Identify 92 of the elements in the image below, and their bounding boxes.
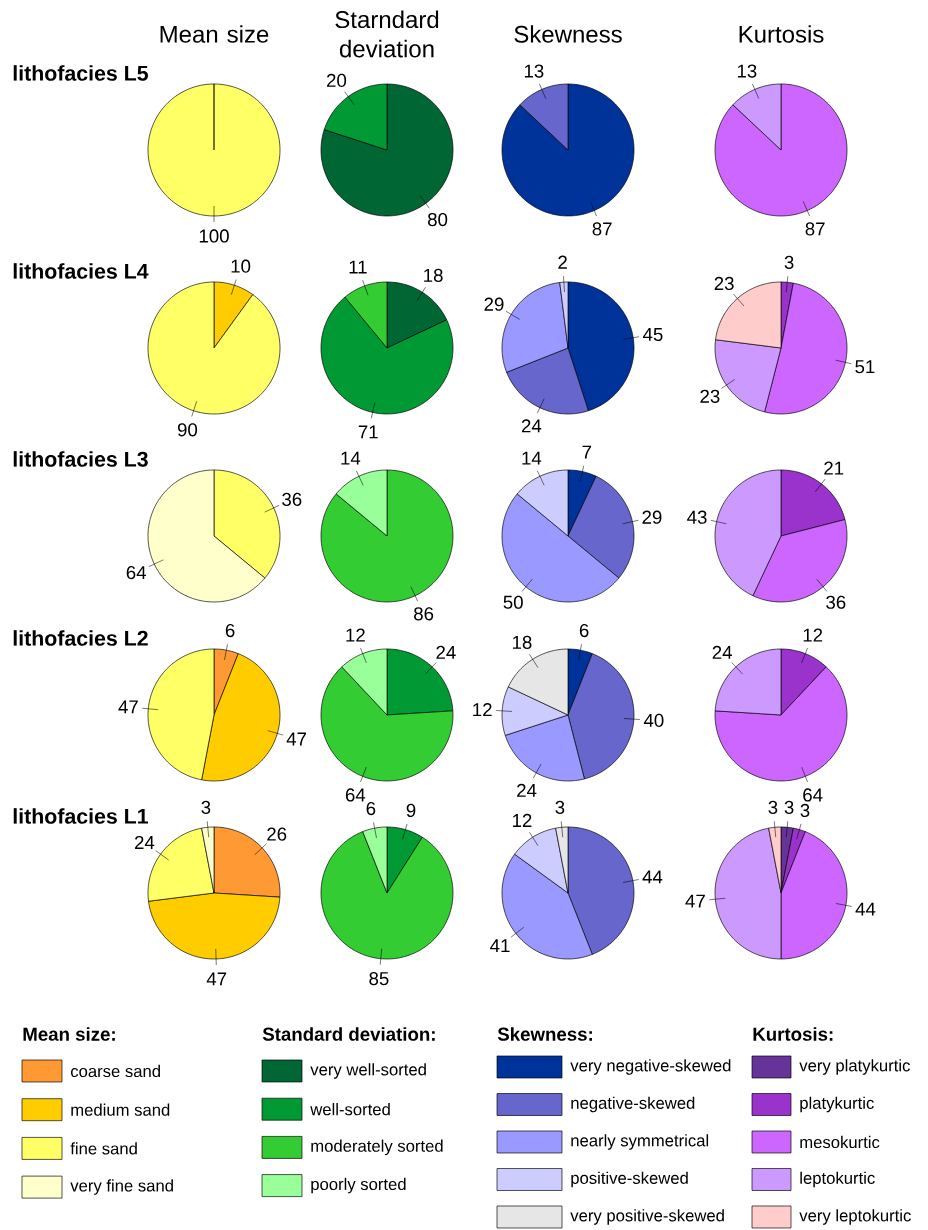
data-label: 13 [524,64,544,78]
data-label: 11 [349,260,367,274]
legend-label: negative-skewed [571,1096,695,1113]
legend-label: very leptokurtic [799,1209,911,1225]
data-label: 87 [805,222,825,236]
data-label: 29 [484,297,504,311]
data-label: 47 [286,732,307,746]
data-label: 2 [558,255,567,269]
legend-label: leptokurtic [800,1171,875,1188]
data-label: 12 [803,628,823,642]
data-label: 47 [118,700,138,714]
legend-label: very platykurtic [799,1059,910,1075]
data-label: 64 [345,788,366,802]
data-label: 47 [206,972,227,986]
data-label: 87 [592,222,612,236]
data-label: 3 [784,255,794,269]
data-label: 24 [436,645,456,659]
data-label: 12 [473,703,492,717]
legend-label: moderately sorted [311,1139,443,1156]
legend-label: very positive-skewed [570,1209,724,1225]
data-label: 44 [855,902,876,916]
chart-title: Skewness [514,25,622,43]
data-label: 3 [201,800,211,814]
slice-label: lithofacies L2 [13,630,148,646]
legend-label: medium sand [71,1103,170,1116]
legend-title: Mean size: [23,1027,115,1041]
legend-label: mesokurtic [800,1135,880,1149]
data-label: 44 [642,870,663,884]
data-label: 40 [643,713,664,727]
data-label: 51 [855,360,875,374]
legend-label: fine sand [70,1142,137,1155]
data-label: 24 [712,645,732,659]
data-label: 3 [800,803,810,818]
data-label: 10 [231,259,251,273]
legend-title: Kurtosis: [753,1027,833,1041]
data-label: 12 [346,628,365,642]
data-label: 100 [199,229,229,243]
data-label: 41 [490,939,510,953]
data-label: 47 [685,894,705,908]
legend-label: very fine sand [70,1179,173,1195]
data-label: 80 [427,212,448,227]
legend-label: well-sorted [310,1103,390,1116]
chart-title: Kurtosis [739,25,824,43]
data-label: 85 [369,971,389,986]
data-label: 18 [512,635,532,649]
data-label: 6 [579,623,589,638]
data-label: 71 [358,425,378,439]
slice-label: lithofacies L4 [13,263,149,279]
data-label: 3 [555,800,565,814]
data-label: 86 [414,607,434,621]
data-label: 9 [406,803,416,818]
legend-label: poorly sorted [311,1177,406,1194]
data-label: 14 [522,451,542,465]
data-label: 36 [282,492,302,506]
data-label: 12 [512,813,532,827]
data-label: 7 [582,445,592,459]
data-label: 23 [700,389,720,403]
legend-label: very negative-skewed [570,1059,731,1075]
data-label: 23 [714,276,734,291]
data-label: 29 [642,510,662,524]
data-label: 14 [341,451,361,465]
data-label: 24 [517,783,537,797]
data-label: 6 [225,623,235,638]
legend-label: nearly symmetrical [571,1134,709,1150]
data-label: 13 [737,64,757,78]
data-label: 18 [424,268,443,282]
data-label: 3 [768,800,778,814]
data-label: 21 [824,461,844,475]
data-label: 64 [803,788,823,802]
data-label: 6 [366,801,376,816]
legend-label: coarse sand [70,1064,160,1078]
legend-label: positive-skewed [571,1171,688,1188]
slice-label: lithofacies L1 [13,808,148,824]
data-label: 3 [784,800,794,814]
legend-label: platykurtic [800,1096,874,1113]
slice-label: lithofacies L5 [13,65,148,81]
data-label: 24 [134,835,155,849]
data-label: 20 [327,73,347,88]
data-label: 36 [826,595,846,609]
chart-title: Mean size [160,25,269,43]
legend-title: Skewness: [497,1027,592,1041]
legend-label: very well-sorted [310,1063,426,1079]
data-label: 50 [503,595,523,609]
data-label: 64 [126,565,147,580]
slice-label: lithofacies L3 [13,451,148,467]
data-label: 45 [642,328,663,342]
data-label: 26 [267,827,287,841]
data-label: 90 [177,423,198,437]
legend-title: Standard deviation: [262,1027,435,1041]
data-label: 24 [521,419,542,433]
chart-title: Starndard deviation [335,10,439,58]
data-label: 43 [687,510,707,524]
